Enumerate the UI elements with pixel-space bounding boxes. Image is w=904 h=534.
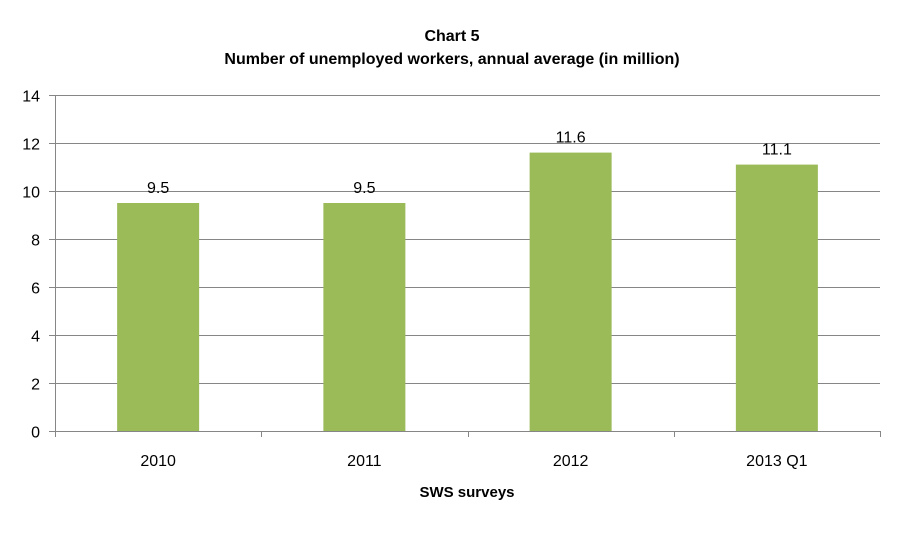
x-axis-label: SWS surveys [419,484,514,501]
x-tick-label: 2011 [347,453,382,470]
bar [323,203,406,431]
data-label: 11.6 [556,130,586,147]
y-tick-label: 4 [31,329,40,346]
bar [735,164,818,431]
y-tick-label: 8 [31,233,40,250]
y-axis: 0 2 4 6 8 10 12 14 [22,89,56,442]
data-label: 9.5 [353,180,375,197]
x-axis: 2010 2011 2012 2013 Q1 [55,431,881,470]
y-tick-label: 10 [22,185,40,202]
x-tick-label: 2012 [553,453,589,470]
y-tick-label: 6 [31,281,40,298]
y-tick-label: 12 [22,137,40,154]
chart-title: Chart 5 [424,28,479,45]
bar [529,152,612,431]
x-tick-label: 2010 [140,453,176,470]
bar [117,203,200,431]
bars: 9.5 9.5 11.6 11.1 [117,130,818,431]
x-tick-label: 2013 Q1 [746,453,807,470]
y-tick-label: 2 [31,377,40,394]
y-tick-label: 14 [22,89,40,106]
data-label: 11.1 [762,142,792,159]
y-tick-label: 0 [31,425,40,442]
chart-subtitle: Number of unemployed workers, annual ave… [224,51,679,68]
data-label: 9.5 [147,180,169,197]
